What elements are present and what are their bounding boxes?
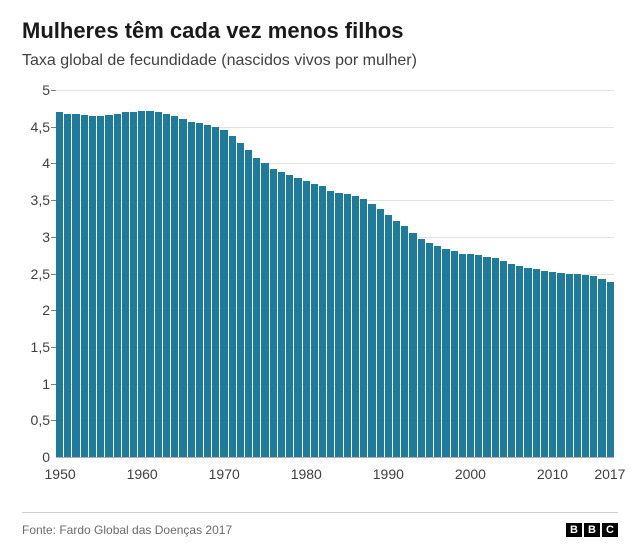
y-axis-label: 1,5 [22, 339, 50, 355]
y-axis-label: 1 [22, 376, 50, 392]
bar [533, 269, 540, 457]
bar [442, 249, 449, 457]
bar [385, 215, 392, 457]
bar [114, 114, 121, 458]
bar [508, 264, 515, 457]
chart-subtitle: Taxa global de fecundidade (nascidos viv… [22, 52, 618, 70]
bar [327, 191, 334, 457]
fertility-rate-chart: 0 0,5 1 1,5 2 2,5 3 3,5 4 4,5 5 1950 1960 1970 1980 19… [22, 84, 618, 484]
x-axis-label: 1960 [127, 466, 158, 482]
bar [122, 112, 129, 457]
bar [459, 254, 466, 457]
x-axis-label: 1950 [45, 466, 76, 482]
bar [220, 130, 227, 457]
bbc-logo: B B C [566, 523, 618, 537]
bar [237, 143, 244, 457]
bar [155, 112, 162, 457]
y-axis-label: 3 [22, 229, 50, 245]
x-axis-label: 1980 [291, 466, 322, 482]
x-axis-label: 1990 [373, 466, 404, 482]
y-axis-label: 2,5 [22, 266, 50, 282]
bar [146, 111, 153, 457]
bar [566, 274, 573, 457]
y-axis-label: 4 [22, 155, 50, 171]
bar [451, 251, 458, 457]
bbc-logo-b1: B [566, 523, 582, 537]
bar [344, 194, 351, 457]
bar [360, 199, 367, 457]
bar [278, 172, 285, 457]
y-axis-label: 3,5 [22, 192, 50, 208]
bar [171, 116, 178, 457]
y-axis-label: 0 [22, 449, 50, 465]
bar [261, 163, 268, 457]
bar [607, 282, 614, 457]
y-axis-label: 0,5 [22, 412, 50, 428]
x-axis-label: 2000 [455, 466, 486, 482]
bar [467, 254, 474, 457]
x-axis-label: 1970 [209, 466, 240, 482]
bar [188, 122, 195, 457]
bar [574, 274, 581, 457]
bar [541, 271, 548, 457]
source-text: Fonte: Fardo Global das Doenças 2017 [22, 523, 232, 537]
bar [483, 257, 490, 457]
bar [557, 273, 564, 457]
bar [204, 125, 211, 458]
bar [303, 181, 310, 457]
bar [516, 266, 523, 457]
bar [319, 186, 326, 457]
bar [89, 116, 96, 457]
bar [212, 127, 219, 457]
bar [377, 209, 384, 457]
bar [97, 116, 104, 457]
x-axis-label: 2010 [537, 466, 568, 482]
bar [492, 258, 499, 457]
bar [352, 196, 359, 457]
bar [286, 175, 293, 457]
bar [500, 261, 507, 457]
bar [105, 115, 112, 457]
bar [582, 275, 589, 457]
bar [294, 178, 301, 457]
x-axis-label: 2017 [594, 466, 625, 482]
bar [229, 136, 236, 457]
chart-title: Mulheres têm cada vez menos filhos [22, 18, 618, 44]
bbc-logo-b2: B [584, 523, 600, 537]
bar [179, 119, 186, 457]
bar [253, 158, 260, 457]
bar [426, 243, 433, 457]
bar [393, 221, 400, 457]
bar [138, 111, 145, 457]
bar [409, 233, 416, 457]
y-axis-label: 5 [22, 82, 50, 98]
bar [196, 123, 203, 457]
y-axis-label: 2 [22, 302, 50, 318]
bbc-logo-c: C [602, 523, 618, 537]
bar [524, 268, 531, 457]
bar [590, 276, 597, 457]
bar [401, 226, 408, 457]
bar [434, 246, 441, 457]
bar [72, 114, 79, 457]
bar [163, 114, 170, 458]
y-axis-label: 4,5 [22, 119, 50, 135]
bar [368, 204, 375, 457]
bar [311, 184, 318, 457]
bar [335, 193, 342, 457]
bar [245, 150, 252, 457]
bar [270, 169, 277, 457]
bar [81, 115, 88, 457]
bar [56, 112, 63, 457]
bar [418, 239, 425, 457]
bar [130, 112, 137, 457]
bar [64, 114, 71, 457]
bar [598, 279, 605, 457]
bar [475, 255, 482, 457]
bar [549, 272, 556, 457]
